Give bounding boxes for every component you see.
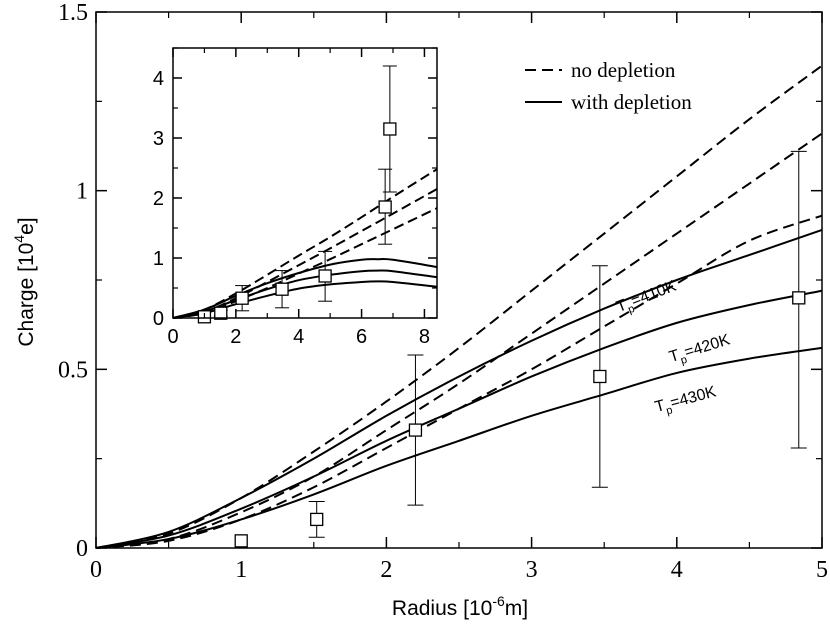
annotation-subscript: p xyxy=(665,404,674,417)
data-point-marker xyxy=(593,369,607,384)
main-ticks: 0 1 2 3 4 5 0 0.5 1 1.5 xyxy=(58,0,828,583)
annotation-subscript: p xyxy=(626,303,636,316)
x-tick-label: 2 xyxy=(380,557,392,583)
x-tick-label: 1 xyxy=(235,557,247,583)
data-point-marker xyxy=(234,534,248,548)
inset-data-points xyxy=(197,65,397,324)
inset-y-tick-label: 1 xyxy=(153,248,164,270)
series-line xyxy=(95,229,823,549)
inset-data-point-marker xyxy=(383,122,397,136)
temperature-annotation: Tp=410K xyxy=(614,278,680,320)
y-axis-label-exp: 4 xyxy=(11,235,27,243)
annotation-value: =420K xyxy=(682,331,732,361)
inset-plot-frame xyxy=(172,47,438,319)
x-tick-label: 3 xyxy=(526,557,538,583)
inset-data-point-marker xyxy=(378,200,392,214)
main-series xyxy=(95,64,823,549)
data-point-marker xyxy=(310,512,324,527)
x-axis-label-exp: -6 xyxy=(492,593,505,609)
inset-data-point-marker xyxy=(318,269,332,283)
inset-data-point-marker xyxy=(235,291,249,305)
x-tick-label: 4 xyxy=(671,557,683,583)
y-axis-label-main: Charge [10 xyxy=(15,243,38,347)
annotation-value: =430K xyxy=(668,383,718,412)
inset-x-tick-label: 4 xyxy=(293,326,304,348)
y-axis-label: Charge [104e] xyxy=(11,217,38,346)
inset-y-tick-label: 3 xyxy=(153,128,164,150)
series-line xyxy=(95,289,823,549)
inset-x-tick-label: 6 xyxy=(356,326,367,348)
inset-x-tick-label: 2 xyxy=(230,326,241,348)
y-tick-label: 1 xyxy=(76,179,88,205)
x-axis-label-unit: m] xyxy=(505,597,528,620)
inset-background xyxy=(173,48,437,318)
inset-ticks: 0 2 4 6 8 0 1 2 3 4 xyxy=(153,47,437,348)
y-tick-label: 0 xyxy=(76,536,88,562)
legend-label-with-depletion: with depletion xyxy=(571,90,692,114)
inset-data-point-marker xyxy=(214,306,228,320)
inset-x-tick-label: 8 xyxy=(419,326,430,348)
inset-y-tick-label: 0 xyxy=(153,308,164,330)
main-data-points xyxy=(234,150,807,548)
legend: no depletion with depletion xyxy=(525,58,692,114)
x-axis-label-main: Radius [10 xyxy=(392,597,492,620)
inset-series-line xyxy=(172,258,438,319)
inset-y-tick-label: 4 xyxy=(153,68,164,90)
series-line xyxy=(95,132,823,549)
inset-series-line xyxy=(172,269,438,319)
data-point-marker xyxy=(408,423,423,437)
annotation-value: =410K xyxy=(629,278,679,311)
series-line xyxy=(95,346,823,549)
data-point-marker xyxy=(792,291,806,305)
x-axis-label: Radius [10-6m] xyxy=(392,593,528,620)
y-tick-label: 1.5 xyxy=(58,0,88,26)
x-tick-label: 5 xyxy=(816,557,828,583)
legend-label-no-depletion: no depletion xyxy=(571,58,676,82)
y-axis-label-unit: e] xyxy=(15,217,38,235)
y-tick-label: 0.5 xyxy=(58,357,88,383)
inset-series-line xyxy=(172,188,438,319)
inset-y-tick-label: 2 xyxy=(153,188,164,210)
x-tick-label: 0 xyxy=(90,557,102,583)
annotation-subscript: p xyxy=(679,354,688,367)
temperature-annotation: Tp=430K xyxy=(653,383,719,420)
inset-x-tick-label: 0 xyxy=(167,326,178,348)
inset-series-line xyxy=(172,207,438,319)
annotation-symbol: T xyxy=(653,397,667,416)
inset-data-point-marker xyxy=(275,282,289,296)
